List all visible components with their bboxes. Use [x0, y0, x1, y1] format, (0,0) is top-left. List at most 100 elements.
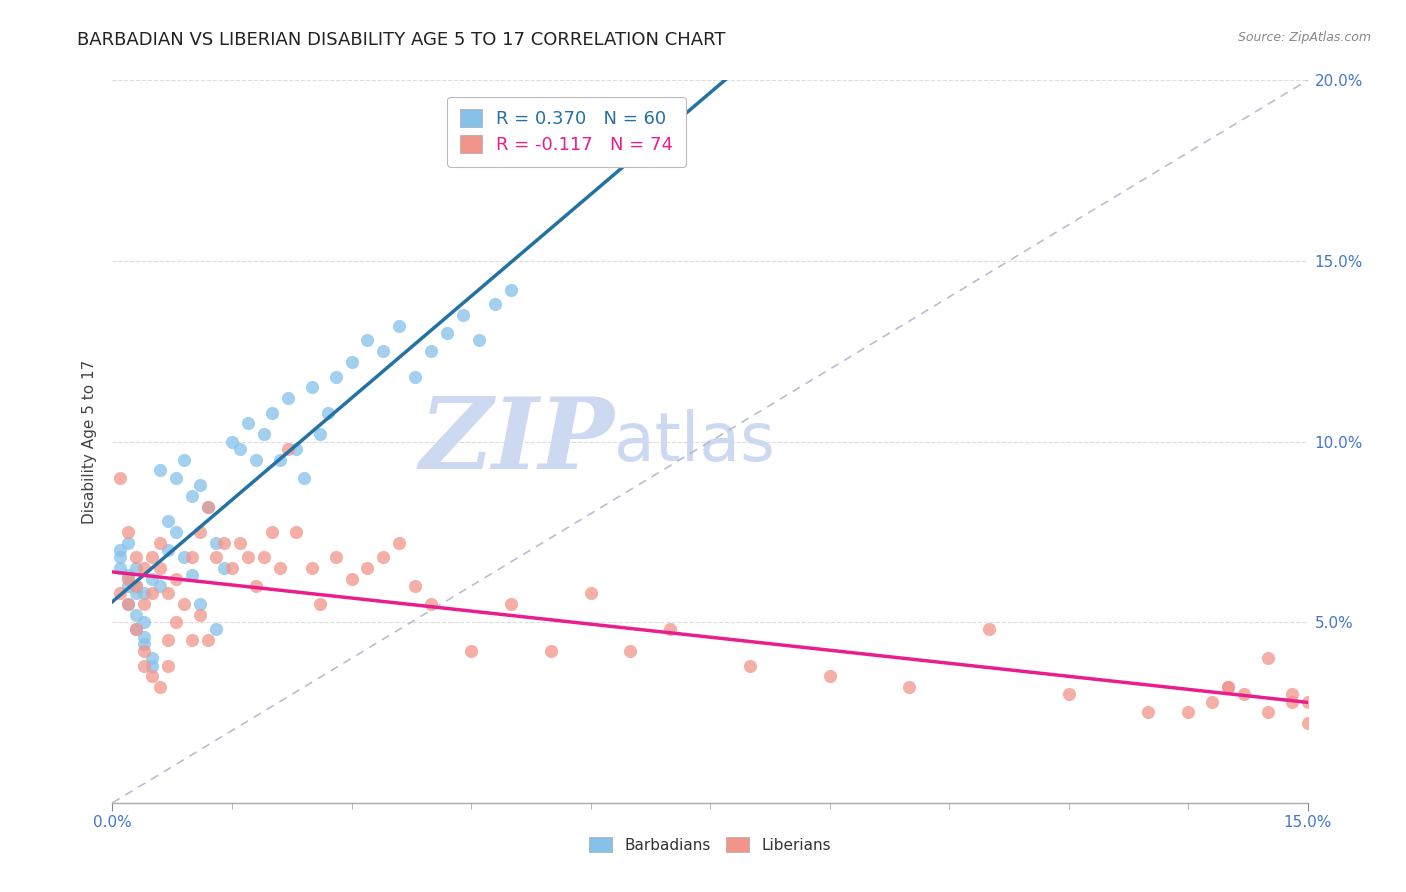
Point — [134, 586, 156, 600]
Point — [125, 550, 148, 565]
Point — [141, 572, 163, 586]
Point — [221, 434, 243, 449]
Point — [197, 633, 219, 648]
Point — [245, 579, 267, 593]
Point — [1257, 651, 1279, 665]
Point — [1281, 695, 1303, 709]
Point — [197, 500, 219, 514]
Point — [451, 308, 474, 322]
Point — [141, 550, 163, 565]
Point — [373, 344, 395, 359]
Point — [188, 478, 211, 492]
Point — [149, 561, 172, 575]
Point — [134, 644, 156, 658]
Point — [388, 318, 411, 333]
Point — [308, 597, 330, 611]
Point — [117, 597, 139, 611]
Point — [157, 633, 180, 648]
Point — [1296, 716, 1319, 731]
Point — [1296, 695, 1319, 709]
Point — [277, 391, 299, 405]
Point — [134, 615, 156, 630]
Point — [1177, 706, 1199, 720]
Point — [1233, 687, 1256, 701]
Point — [134, 637, 156, 651]
Point — [340, 572, 363, 586]
Point — [157, 586, 180, 600]
Legend: Barbadians, Liberians: Barbadians, Liberians — [582, 830, 838, 860]
Point — [117, 524, 139, 539]
Point — [125, 586, 148, 600]
Point — [236, 417, 259, 431]
Point — [1312, 706, 1334, 720]
Point — [356, 334, 378, 348]
Point — [229, 535, 252, 549]
Point — [141, 651, 163, 665]
Point — [388, 535, 411, 549]
Point — [125, 607, 148, 622]
Point — [468, 334, 491, 348]
Point — [284, 442, 307, 456]
Point — [484, 297, 506, 311]
Point — [181, 568, 204, 582]
Point — [221, 561, 243, 575]
Point — [117, 572, 139, 586]
Point — [460, 644, 482, 658]
Point — [1201, 695, 1223, 709]
Y-axis label: Disability Age 5 to 17: Disability Age 5 to 17 — [82, 359, 97, 524]
Point — [205, 535, 228, 549]
Point — [269, 561, 291, 575]
Text: Source: ZipAtlas.com: Source: ZipAtlas.com — [1237, 31, 1371, 45]
Point — [356, 561, 378, 575]
Point — [325, 369, 347, 384]
Point — [149, 579, 172, 593]
Point — [1137, 706, 1160, 720]
Point — [253, 427, 276, 442]
Point — [1057, 687, 1080, 701]
Point — [236, 550, 259, 565]
Point — [134, 597, 156, 611]
Point — [141, 586, 163, 600]
Point — [738, 658, 761, 673]
Point — [269, 452, 291, 467]
Point — [188, 597, 211, 611]
Point — [165, 471, 187, 485]
Point — [117, 597, 139, 611]
Point — [149, 535, 172, 549]
Point — [110, 542, 132, 557]
Point — [325, 550, 347, 565]
Point — [540, 644, 562, 658]
Point — [141, 658, 163, 673]
Point — [260, 406, 283, 420]
Point — [188, 524, 211, 539]
Point — [149, 463, 172, 477]
Point — [301, 561, 323, 575]
Point — [436, 326, 458, 340]
Point — [165, 615, 187, 630]
Point — [181, 550, 204, 565]
Text: ZIP: ZIP — [419, 393, 614, 490]
Point — [125, 561, 148, 575]
Point — [125, 623, 148, 637]
Point — [898, 680, 921, 694]
Point — [818, 669, 841, 683]
Point — [284, 524, 307, 539]
Point — [134, 561, 156, 575]
Point — [373, 550, 395, 565]
Point — [1216, 680, 1239, 694]
Point — [110, 586, 132, 600]
Point — [197, 500, 219, 514]
Point — [499, 597, 522, 611]
Point — [420, 597, 443, 611]
Point — [260, 524, 283, 539]
Point — [125, 623, 148, 637]
Point — [212, 535, 235, 549]
Point — [253, 550, 276, 565]
Point — [173, 550, 195, 565]
Point — [110, 471, 132, 485]
Point — [110, 561, 132, 575]
Point — [157, 514, 180, 528]
Text: BARBADIAN VS LIBERIAN DISABILITY AGE 5 TO 17 CORRELATION CHART: BARBADIAN VS LIBERIAN DISABILITY AGE 5 T… — [77, 31, 725, 49]
Point — [110, 550, 132, 565]
Point — [245, 452, 267, 467]
